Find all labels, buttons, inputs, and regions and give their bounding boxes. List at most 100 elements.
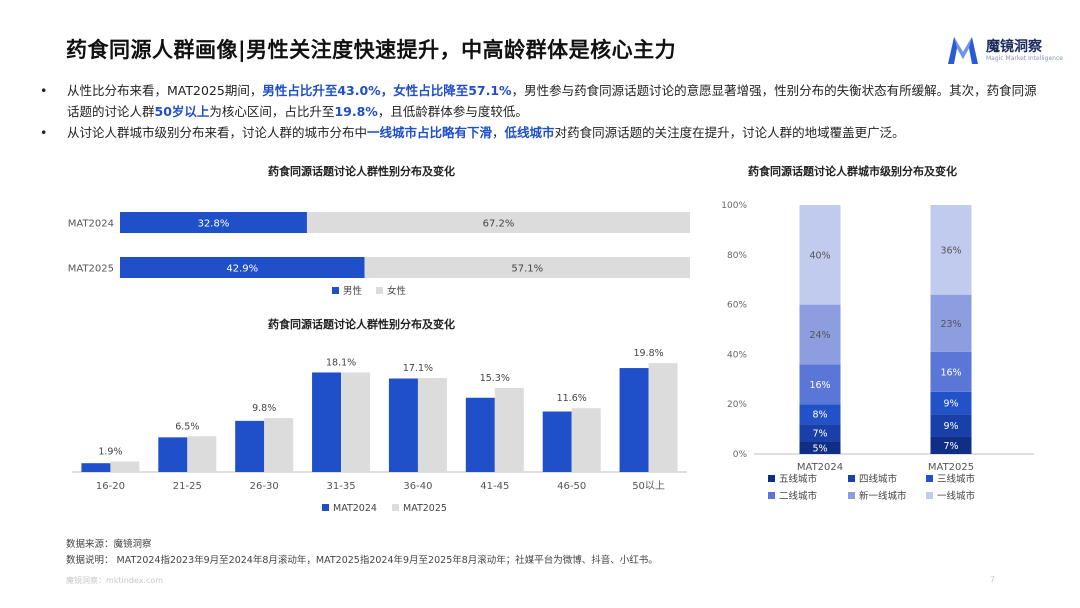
city-data-label: 24% (809, 330, 830, 341)
gender-category-label: MAT2024 (68, 219, 114, 230)
age-category-label: 16-20 (96, 481, 125, 492)
age-bar (341, 372, 371, 472)
bullet-text: 对药食同源话题的关注度在提升，讨论人群的地域覆盖更广泛。 (554, 125, 905, 140)
bullet-text: 为核心区间，占比升至 (209, 104, 335, 119)
age-bar (619, 368, 649, 472)
city-bar-segment (799, 304, 841, 365)
gender-category-label: MAT2025 (68, 264, 114, 275)
age-bar (388, 378, 418, 472)
age-bar (264, 418, 294, 472)
age-data-label: 15.3% (480, 373, 510, 384)
page-number: 7 (990, 575, 996, 584)
age-bar (81, 463, 111, 472)
summary-bullet: • 从讨论人群城市级别分布来看，讨论人群的城市分布中一线城市占比略有下滑，低线城市… (40, 122, 1040, 143)
age-bar (648, 363, 678, 472)
age-bar (110, 461, 140, 472)
highlight-text: 一线城市占比略有下滑 (367, 125, 493, 140)
bullet-text: 从讨论人群城市级别分布来看，讨论人群的城市分布中 (67, 125, 368, 140)
age-category-label: 46-50 (557, 481, 586, 492)
age-bar (417, 377, 447, 472)
legend-label: 三线城市 (937, 473, 976, 485)
age-data-label: 18.1% (326, 357, 356, 368)
legend-swatch (392, 504, 399, 511)
city-data-label: 16% (809, 380, 830, 391)
city-y-tick: 40% (727, 350, 747, 360)
bullet-text: ，且低龄群体参与度较低。 (377, 104, 528, 119)
city-category-label: MAT2025 (928, 462, 974, 473)
age-category-label: 36-40 (403, 481, 432, 492)
age-data-label: 9.8% (252, 403, 276, 414)
age-category-label: 21-25 (173, 481, 202, 492)
footer-note: 数据说明： MAT2024指2023年9月至2024年8月滚动年，MAT2025… (66, 555, 658, 566)
legend-swatch (768, 475, 775, 482)
city-chart-title: 药食同源话题讨论人群城市级别分布及变化 (748, 165, 957, 178)
city-data-label: 7% (943, 441, 958, 452)
legend-label: MAT2025 (403, 503, 447, 514)
age-chart: 1.9% 16-20 6.5% 21-25 9.8% 26-30 18.1% 31-35 17.… (72, 348, 687, 514)
age-bar (494, 387, 524, 472)
gender-data-label: 57.1% (511, 264, 543, 275)
city-bar-segment (930, 436, 972, 454)
legend-label: 四线城市 (859, 473, 898, 485)
legend-swatch (768, 492, 775, 499)
age-data-label: 11.6% (557, 393, 587, 404)
city-bar-segment (799, 205, 841, 305)
city-data-label: 16% (940, 367, 961, 378)
city-bar-segment (799, 441, 841, 454)
age-data-label: 1.9% (98, 447, 122, 458)
age-category-label: 50以上 (632, 480, 665, 492)
city-data-label: 23% (940, 319, 961, 330)
city-data-label: 40% (809, 250, 830, 261)
age-bar (187, 436, 217, 472)
bullet-text: ，男性参与药食同源话题讨论的意愿显著增强，性别分布的失衡状态有所缓解。其次，药食… (67, 83, 1037, 119)
city-bar-segment (799, 364, 841, 405)
legend-label: 新一线城市 (859, 490, 907, 502)
summary-bullets: • 从性比分布来看，MAT2025期间，男性占比升至43.0%，女性占比降至57.… (40, 80, 1040, 143)
bullet-text: 从性比分布来看，MAT2025期间， (67, 83, 263, 98)
legend-label: 二线城市 (779, 490, 818, 502)
logo-m-icon (948, 37, 978, 64)
age-category-label: 31-35 (327, 481, 356, 492)
legend-label: 五线城市 (779, 473, 818, 485)
logo-name: 魔镜洞察 (986, 39, 1042, 55)
legend-swatch (332, 287, 339, 294)
city-data-label: 9% (943, 398, 958, 409)
age-category-label: 41-45 (480, 481, 509, 492)
city-y-tick: 80% (727, 251, 747, 261)
legend-swatch (926, 492, 933, 499)
age-chart-title: 药食同源话题讨论人群性别分布及变化 (268, 318, 455, 331)
gender-bar-segment (364, 257, 690, 278)
city-bar-segment (930, 414, 972, 437)
legend-swatch (322, 504, 329, 511)
highlight-text: 50岁以上 (154, 104, 210, 119)
age-bar (465, 397, 495, 472)
legend-swatch (376, 287, 383, 294)
logo-subtitle: Magic Market Intelligence (986, 55, 1063, 62)
highlight-text: 19.8% (334, 104, 378, 119)
gender-chart: MAT2024 32.8% 67.2% MAT2025 42.9% 57.1% 男性 女性 (68, 212, 690, 297)
page-title: 药食同源人群画像|男性关注度快速提升，中高龄群体是核心主力 (66, 38, 677, 62)
footer-source: 数据来源：魔镜洞察 (66, 539, 152, 550)
gender-data-label: 32.8% (198, 219, 230, 230)
gender-data-label: 67.2% (483, 219, 515, 230)
city-data-label: 5% (812, 443, 827, 454)
city-y-tick: 0% (733, 450, 748, 460)
age-data-label: 19.8% (633, 348, 663, 359)
city-bar-segment (799, 424, 841, 442)
gender-bar-segment (120, 257, 365, 278)
brand-logo: 魔镜洞察 Magic Market Intelligence (946, 34, 1063, 66)
bullet-marker: • (40, 125, 48, 140)
age-bar (571, 408, 601, 472)
gender-bar-segment (120, 212, 307, 233)
legend-swatch (848, 475, 855, 482)
legend-label: MAT2024 (333, 503, 377, 514)
age-data-label: 6.5% (175, 421, 199, 432)
bullet-marker: • (40, 83, 48, 98)
city-bar-segment (930, 294, 972, 352)
age-data-label: 17.1% (403, 363, 433, 374)
gender-data-label: 42.9% (226, 264, 258, 275)
city-chart: 0% 20% 40% 60% 80% 100% 5% 7% 8% 16% 24% 40% MAT2024… (721, 201, 1034, 502)
city-bar-segment (930, 205, 972, 295)
city-bar-segment (799, 404, 841, 425)
city-y-tick: 100% (721, 201, 747, 211)
